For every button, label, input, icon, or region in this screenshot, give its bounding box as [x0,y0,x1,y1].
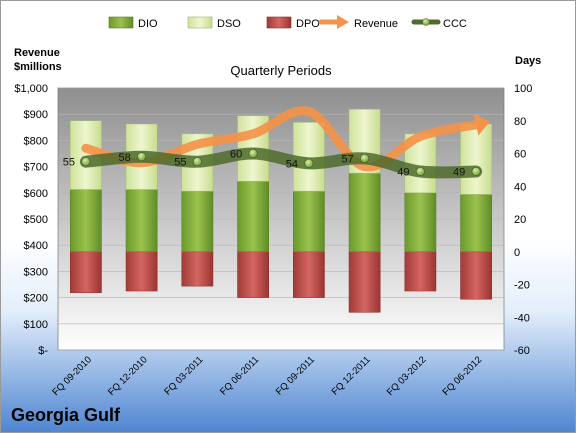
legend: DIO DSO DPO Revenue CCC [108,15,467,30]
ccc-point [471,167,481,177]
legend-label-ccc: CCC [443,18,467,30]
left-tick-label: $100 [24,319,48,331]
left-axis-title-line1: Revenue [14,47,60,59]
right-tick-label: 20 [514,214,526,226]
ccc-point [360,153,370,163]
x-tick-label: FQ 09-2011 [274,354,317,397]
left-tick-label: $1,000 [14,83,48,95]
x-tick-label: FQ 12-2010 [106,354,150,398]
left-tick-label: $600 [24,188,48,200]
bar-dio [70,189,102,252]
legend-label-revenue: Revenue [354,18,398,30]
bar-dio [404,192,437,253]
bar-dpo [293,251,325,298]
ccc-point [415,167,425,177]
legend-label-dpo: DPO [296,18,320,30]
left-axis-title-line2: $millions [14,61,62,73]
right-tick-label: -40 [514,312,530,324]
ccc-point [81,157,91,167]
ccc-line-path [79,147,483,179]
left-tick-label: $- [38,345,48,357]
bar-dpo [70,251,102,293]
ccc-data-label: 49 [397,167,409,179]
legend-marker-ccc [422,18,430,26]
legend-swatch-dso [187,16,213,29]
bar-dpo [237,251,269,298]
left-tick-label: $500 [24,214,48,226]
ccc-data-label: 58 [119,152,131,164]
bar-dio [125,189,158,252]
left-tick-label: $700 [24,162,48,174]
ccc-point [248,149,258,159]
bar-dpo [125,251,158,292]
legend-swatch-dpo [266,16,292,29]
bar-dio [181,190,214,253]
left-tick-label: $300 [24,266,48,278]
x-tick-label: FQ 12-2011 [330,354,373,397]
x-tick-label: FQ 03-2011 [162,354,205,397]
legend-label-dso: DSO [217,18,241,30]
bar-dpo [181,251,214,287]
ccc-data-label: 49 [453,167,465,179]
right-tick-label: 80 [514,116,526,128]
x-axis-labels: FQ 09-2010 FQ 12-2010 FQ 03-2011 FQ 06-2011… [50,354,484,398]
right-tick-label: 0 [514,247,520,259]
right-tick-label: 40 [514,181,526,193]
ccc-line: 55 58 55 60 54 57 49 49 [63,147,483,179]
bar-dio [237,181,269,252]
right-tick-label: -60 [514,345,530,357]
right-axis-ticks: -60 -40 -20 0 20 40 60 80 100 [514,83,532,357]
bar-dio [460,194,492,252]
ccc-point [137,152,147,162]
x-tick-label: FQ 03-2012 [385,354,429,398]
bar-dio [348,172,381,252]
revenue-arrowhead [473,113,490,136]
left-tick-label: $400 [24,240,48,252]
x-tick-label: FQ 06-2011 [218,354,261,397]
left-axis-title: Revenue $millions [14,46,62,74]
left-tick-label: $800 [24,135,48,147]
right-axis-title: Days [515,55,542,67]
bar-dpo [348,251,381,313]
ccc-data-label: 57 [342,153,354,165]
left-tick-label: $200 [24,293,48,305]
legend-arrow-revenue [337,15,349,29]
bars [70,109,492,313]
left-axis-ticks: $- $100 $200 $300 $400 $500 $600 $700 $800 $900 $1… [14,83,48,357]
bar-dpo [460,251,492,300]
left-tick-label: $900 [24,109,48,121]
right-tick-label: -20 [514,280,530,292]
bar-dpo [404,251,437,292]
ccc-data-label: 60 [230,149,242,161]
ccc-data-label: 55 [63,157,75,169]
ccc-data-label: 55 [174,157,186,169]
chart-title: Quarterly Periods [230,63,332,78]
legend-label-dio: DIO [138,18,158,30]
legend-swatch-dio [108,16,134,29]
ccc-point [192,157,202,167]
right-tick-label: 100 [514,83,532,95]
x-tick-label: FQ 06-2012 [441,354,485,398]
bar-dio [293,190,325,253]
ccc-data-label: 54 [286,158,298,170]
bar-dso [460,123,492,195]
company-name: Georgia Gulf [11,405,121,425]
right-tick-label: 60 [514,149,526,161]
x-tick-label: FQ 09-2010 [50,354,94,398]
ccc-point [304,158,314,168]
